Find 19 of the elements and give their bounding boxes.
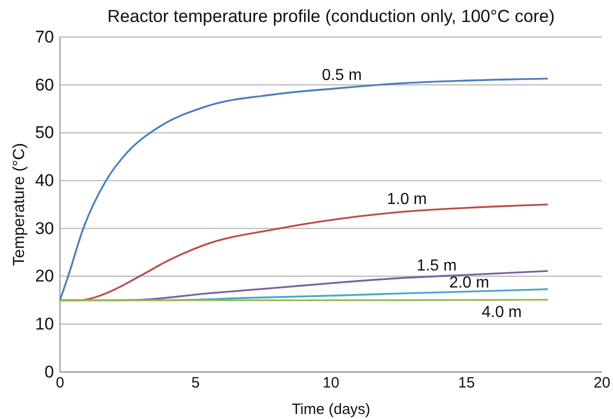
chart-title: Reactor temperature profile (conduction only, 100°C core)	[107, 6, 555, 26]
x-tick-label: 10	[322, 374, 340, 392]
y-tick-label: 20	[35, 266, 54, 286]
series-label: 0.5 m	[322, 67, 362, 84]
y-axis-title: Temperature (°C)	[11, 143, 28, 266]
y-tick-label: 70	[35, 27, 54, 46]
y-tick-label: 10	[35, 314, 54, 334]
series-label: 2.0 m	[449, 274, 490, 292]
series-label: 4.0 m	[482, 304, 522, 322]
series-label: 1.5 m	[416, 258, 457, 275]
y-tick-label: 50	[35, 123, 54, 142]
x-tick-label: 20	[594, 374, 610, 392]
series-label: 1.0 m	[386, 190, 427, 208]
y-tick-label: 30	[35, 218, 54, 238]
y-tick-label: 40	[35, 171, 54, 190]
x-tick-label: 15	[458, 374, 475, 392]
x-axis-title: Time (days)	[292, 401, 370, 418]
x-tick-label: 5	[191, 374, 200, 392]
y-tick-label: 60	[35, 75, 54, 94]
